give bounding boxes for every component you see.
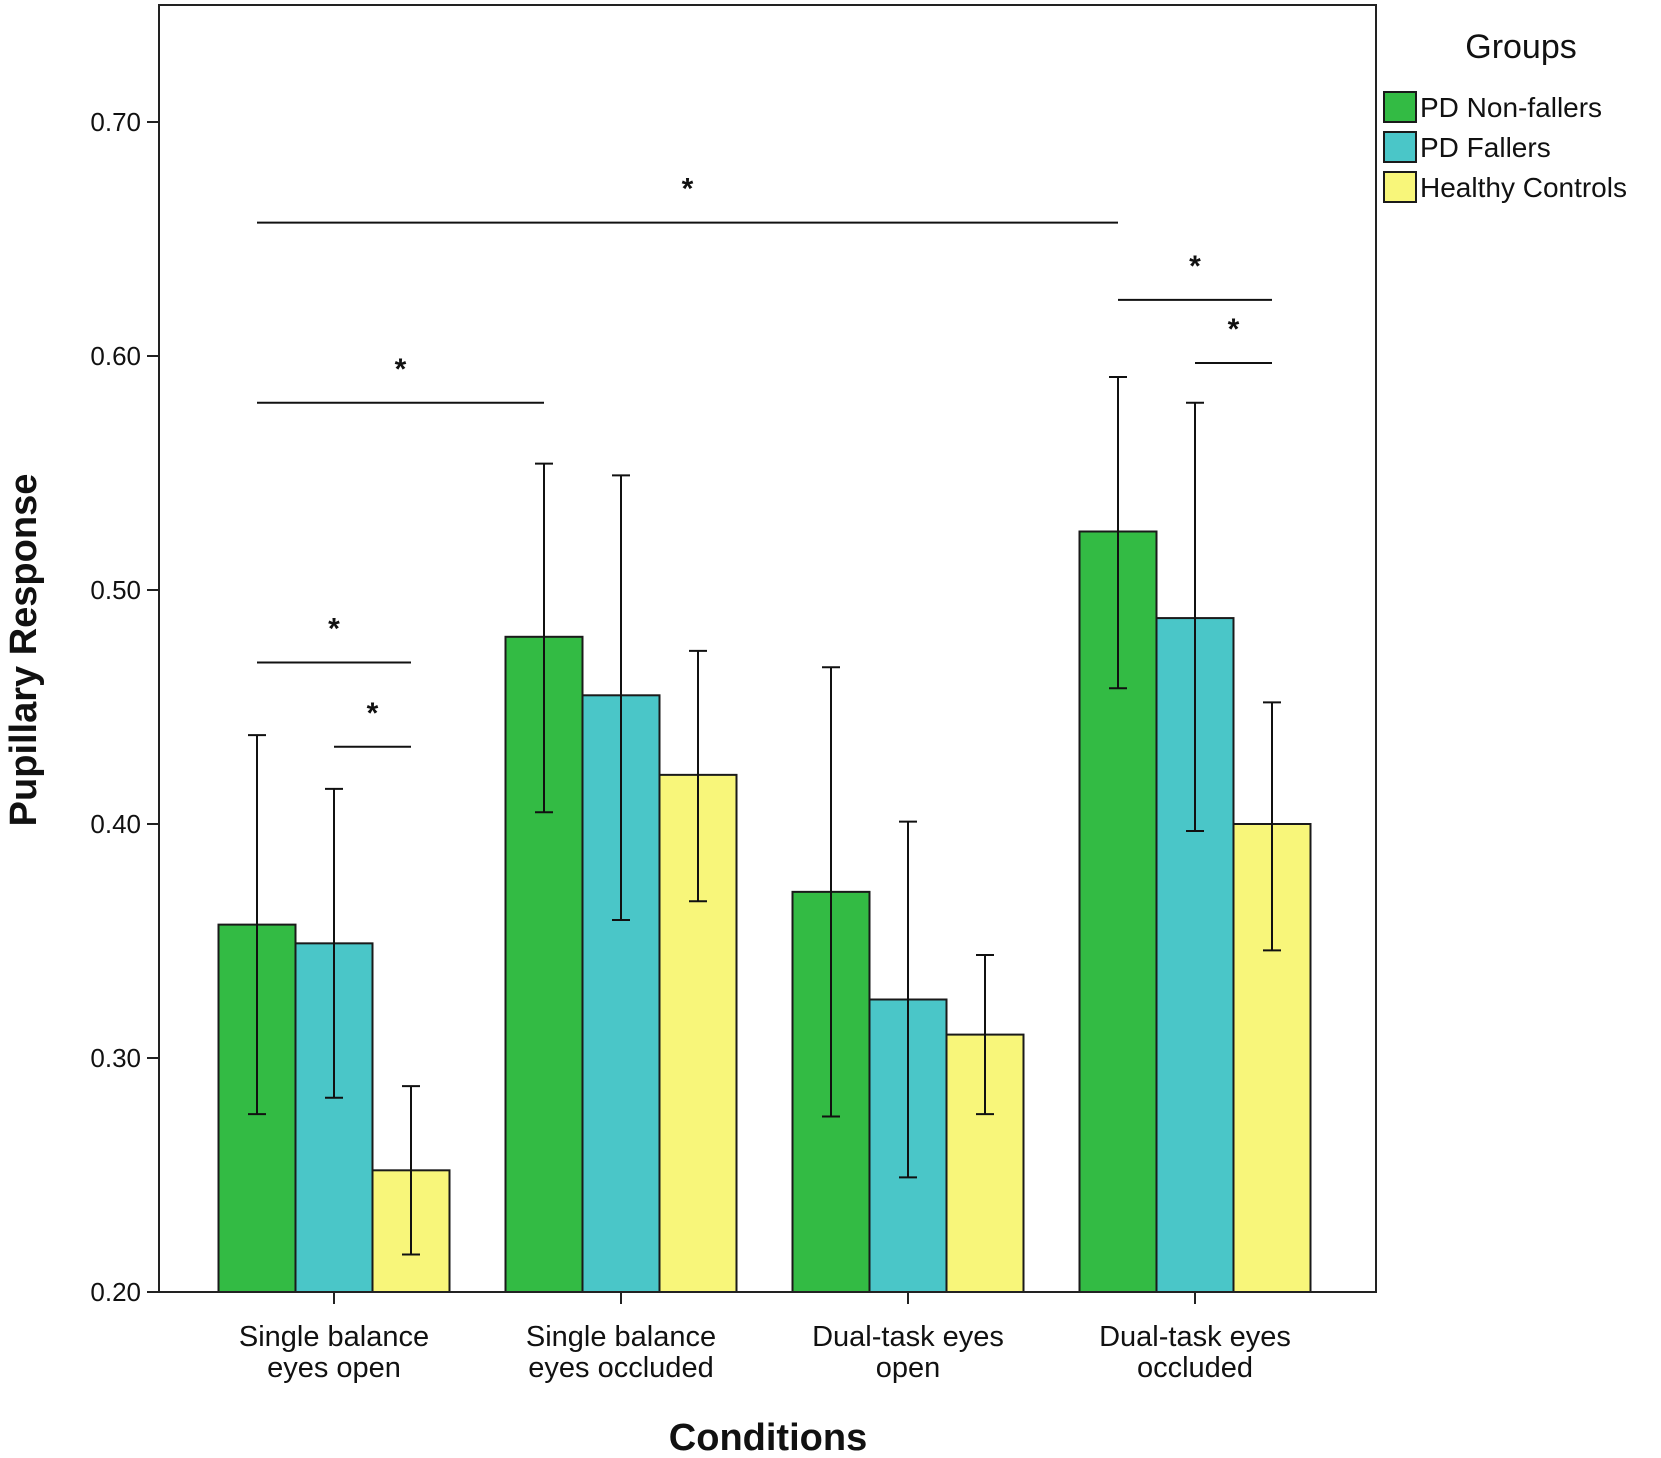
x-category-label-2-0: Dual-task eyes [812,1321,1004,1353]
legend-swatch-1 [1383,131,1417,163]
y-tick-label-1: 0.30 [90,1043,141,1073]
y-tick-label-5: 0.70 [90,107,141,137]
x-category-label-2-1: open [876,1352,941,1384]
legend-label-0: PD Non-fallers [1420,92,1602,123]
significance-star-1: * [367,697,379,730]
x-category-label-3-0: Dual-task eyes [1099,1321,1291,1353]
x-category-label-3-1: occluded [1137,1352,1253,1384]
legend-label-2: Healthy Controls [1420,172,1627,203]
bars-layer [217,530,1312,1294]
significance-star-3: * [682,173,694,206]
significance-star-5: * [1228,313,1240,346]
plot-frame [158,4,1377,1293]
y-tick-label-0: 0.20 [90,1277,141,1307]
legend: Groups PD Non-fallers PD Fallers Healthy Co… [1383,28,1627,203]
x-category-label-1-0: Single balance [526,1321,716,1353]
y-tick-label-3: 0.50 [90,575,141,605]
legend-label-1: PD Fallers [1420,132,1551,163]
x-axis-title: Conditions [669,1417,867,1458]
x-category-label-1-1: eyes occluded [528,1352,713,1384]
y-tick-label-4: 0.60 [90,341,141,371]
errorbars-layer [248,376,1281,1256]
significance-layer: * * * * * * [257,173,1272,748]
x-category-label-0-1: eyes open [267,1352,401,1384]
significance-star-2: * [395,353,407,386]
legend-swatch-0 [1383,91,1417,123]
legend-title: Groups [1465,28,1577,66]
y-tick-label-2: 0.40 [90,809,141,839]
legend-swatch-2 [1383,171,1417,203]
y-axis-title: Pupillary Response [3,474,45,827]
significance-star-0: * [328,613,340,646]
y-axis: 0.20 0.30 0.40 0.50 0.60 0.70 [90,107,159,1307]
significance-star-4: * [1189,250,1201,283]
x-category-label-0-0: Single balance [239,1321,429,1353]
